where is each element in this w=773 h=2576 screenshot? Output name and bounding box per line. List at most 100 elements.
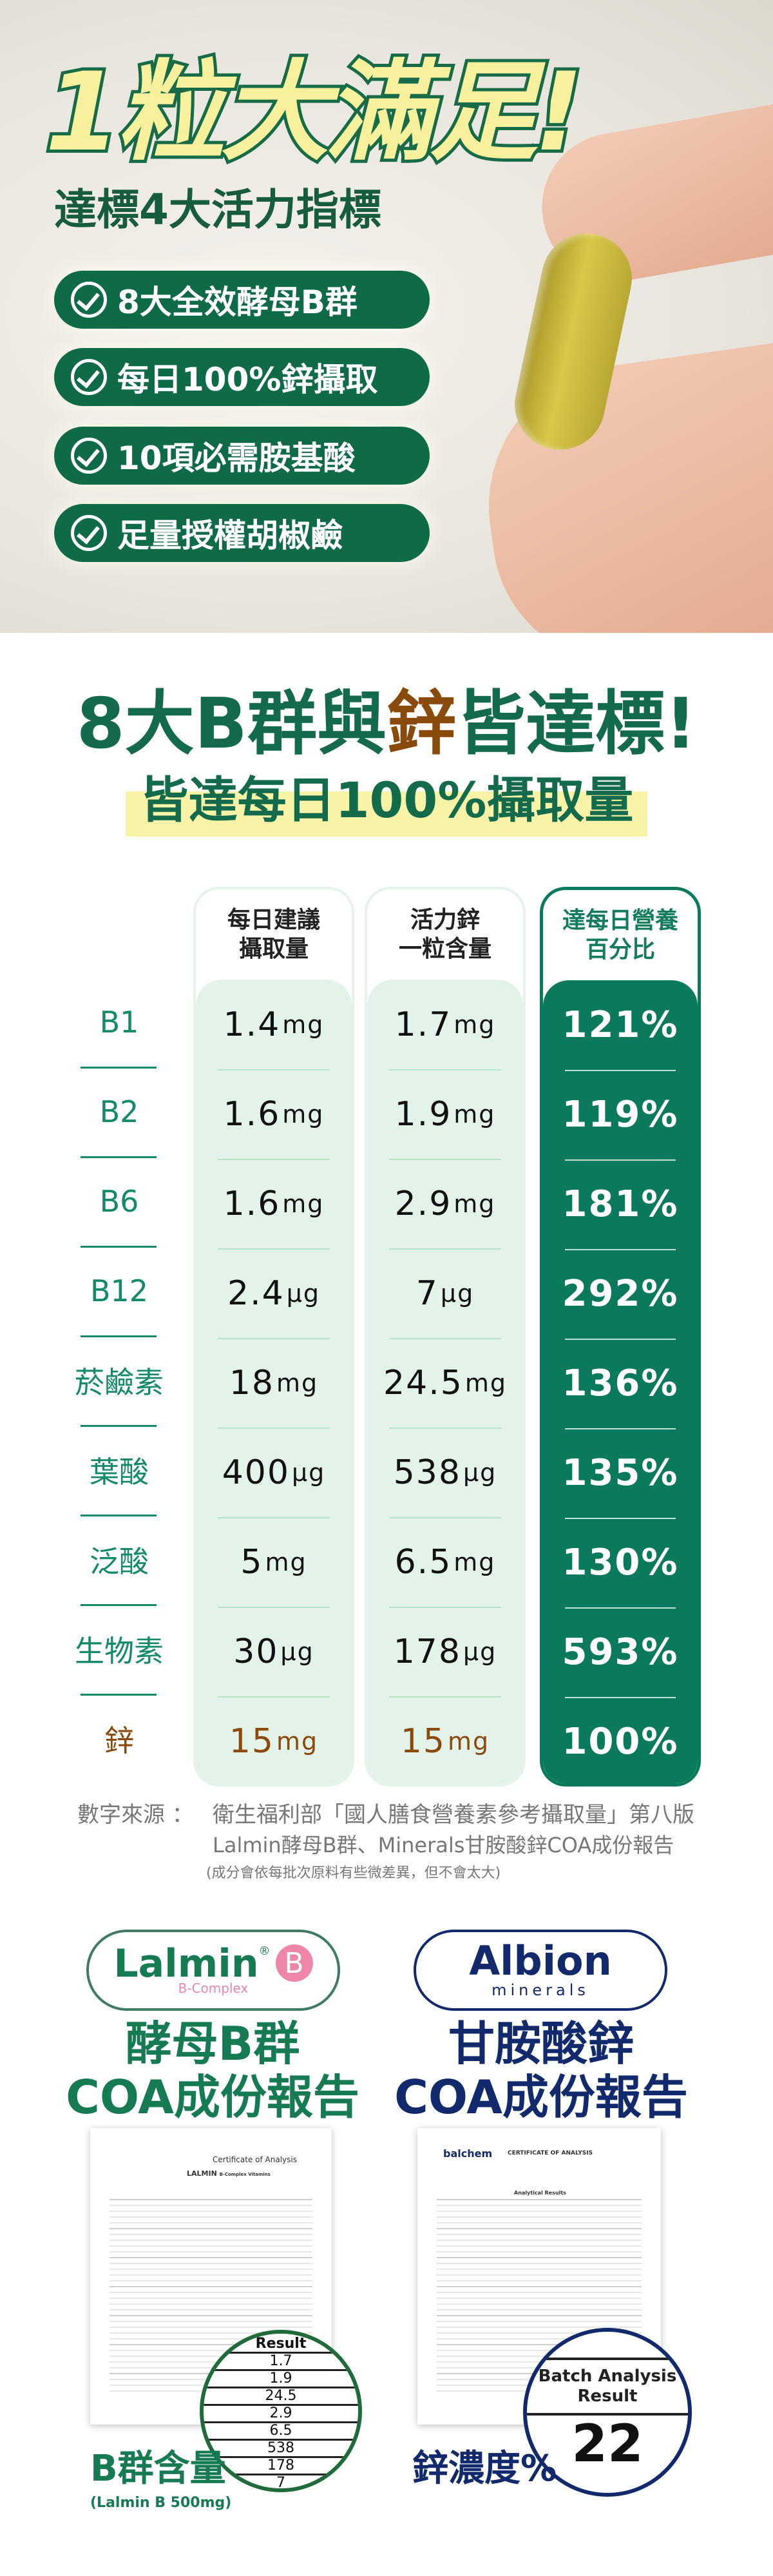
column-header: 達每日營養 百分比	[562, 907, 678, 963]
column-body: 1.4 mg 1.6 mg 1.6 mg 2.4 μg 18 mg 400 μg 5 mg 30 μg 15 mg	[196, 980, 352, 1784]
column-header: 每日建議 攝取量	[227, 907, 320, 962]
cell-unit: μg	[280, 1637, 314, 1666]
table-cell: 15 mg	[196, 1696, 352, 1784]
hero-title: 1粒大滿足!	[42, 49, 587, 175]
table-cell: 181%	[543, 1159, 698, 1249]
cell-value: 1.6	[223, 1184, 281, 1223]
row-divider	[217, 1517, 330, 1518]
lalmin-caption: B群含量	[90, 2448, 226, 2490]
cell-value: 119%	[562, 1094, 679, 1136]
table-cell: 1.7 mg	[367, 980, 523, 1069]
check-circle-icon	[71, 359, 107, 395]
row-divider	[81, 1335, 157, 1337]
check-circle-icon	[71, 515, 107, 551]
lalmin-heading: 酵母B群 COA成份報告	[58, 2017, 367, 2124]
column-body: 1.7 mg 1.9 mg 2.9 mg 7 μg 24.5 mg 538 μg 6.5 mg 178 μg 1…	[367, 980, 523, 1784]
table-cell: 119%	[543, 1070, 698, 1159]
result-value: 24.5	[265, 2388, 297, 2404]
section-title: 8大B群與鋅皆達標!	[0, 686, 773, 763]
table-cell: 136%	[543, 1339, 698, 1428]
table-cell: 2.9 mg	[367, 1159, 523, 1248]
albion-caption: 鋅濃度%	[412, 2448, 557, 2490]
row-divider	[81, 1156, 157, 1158]
row-divider	[217, 1696, 330, 1698]
row-divider	[217, 1248, 330, 1250]
table-cell: 24.5 mg	[367, 1338, 523, 1428]
title-part: 8大B群與	[76, 684, 387, 764]
cell-value: 5	[240, 1542, 263, 1582]
cell-value: 100%	[562, 1721, 679, 1763]
result-value: 178	[267, 2457, 294, 2474]
highlight-bar	[126, 791, 647, 837]
albion-logo-text: Albion	[469, 1937, 612, 1984]
table-cell: 178 μg	[367, 1607, 523, 1696]
cell-value: 130%	[562, 1542, 679, 1583]
doc-section: Analytical Results	[514, 2190, 566, 2196]
cell-unit: mg	[453, 1010, 496, 1039]
row-divider	[388, 1069, 502, 1070]
pill-label: 足量授權胡椒鹼	[117, 517, 343, 554]
feature-pill: 每日100%鋅攝取	[54, 348, 430, 406]
doc-brand-sub: B-Complex Vitamins	[219, 2172, 271, 2177]
cell-unit: mg	[282, 1010, 325, 1039]
table-cell: 1.9 mg	[367, 1069, 523, 1159]
row-divider	[388, 1696, 502, 1698]
result-value: 2.9	[269, 2405, 292, 2421]
result-row: 24.5	[204, 2388, 358, 2406]
table-cell: 593%	[543, 1607, 698, 1697]
result-value: 538	[267, 2440, 294, 2456]
table-cell: 292%	[543, 1249, 698, 1339]
table-cell: 1.6 mg	[196, 1159, 352, 1248]
cell-value: 593%	[562, 1631, 679, 1673]
feature-pill: 10項必需胺基酸	[54, 427, 430, 485]
cell-value: 7	[415, 1273, 439, 1313]
table-cell: 135%	[543, 1428, 698, 1518]
cell-unit: mg	[453, 1547, 496, 1576]
row-divider	[564, 1249, 676, 1250]
cell-unit: μg	[463, 1637, 497, 1666]
table-cell: 400 μg	[196, 1428, 352, 1517]
row-divider	[564, 1518, 676, 1519]
hero-subtitle: 達標4大活力指標	[54, 185, 381, 235]
check-circle-icon	[71, 438, 107, 474]
row-divider	[564, 1607, 676, 1609]
row-divider	[81, 1515, 157, 1516]
lalmin-logo-sub: B-Complex	[178, 1980, 249, 1996]
cell-value: 181%	[562, 1183, 679, 1225]
row-divider	[217, 1338, 330, 1339]
title-part: 皆達標!	[456, 684, 697, 764]
cell-unit: mg	[276, 1368, 319, 1397]
result-header: Batch Analysis Result	[538, 2367, 677, 2407]
result-row: 538	[204, 2441, 358, 2458]
cell-unit: mg	[265, 1547, 307, 1576]
pill-label: 10項必需胺基酸	[117, 440, 356, 477]
cell-value: 1.6	[223, 1094, 281, 1134]
table-cell: 30 μg	[196, 1607, 352, 1696]
row-divider	[388, 1428, 502, 1429]
pill-label: 8大全效酵母B群	[117, 284, 358, 321]
albion-logo: Albion minerals	[414, 1930, 667, 2011]
row-divider	[388, 1607, 502, 1608]
row-label: B6	[99, 1183, 139, 1219]
table-column: 每日建議 攝取量 1.4 mg 1.6 mg 1.6 mg 2.4 μg 18 mg 400 μg 5 mg…	[193, 887, 354, 1787]
result-row: 6.5	[204, 2423, 358, 2441]
table-cell: 7 μg	[367, 1248, 523, 1338]
table-cell: 2.4 μg	[196, 1248, 352, 1338]
cell-unit: μg	[286, 1279, 320, 1308]
result-row: 2.9	[204, 2406, 358, 2423]
doc-brand: LALMIN	[187, 2169, 217, 2178]
cell-value: 6.5	[394, 1542, 452, 1582]
section-subtitle: 皆達每日100%攝取量	[139, 771, 634, 829]
cell-unit: mg	[276, 1727, 319, 1756]
row-divider	[388, 1159, 502, 1160]
row-divider	[388, 1338, 502, 1339]
row-divider	[388, 1517, 502, 1518]
cell-value: 1.4	[223, 1005, 281, 1044]
row-divider	[217, 1159, 330, 1160]
heading-line: COA成份報告	[66, 2069, 359, 2124]
result-header: Result	[255, 2336, 307, 2352]
heading-line: 酵母B群	[125, 2017, 300, 2071]
cell-value: 2.9	[394, 1184, 452, 1223]
footnote-line2: Lalmin酵母B群、Minerals甘胺酸鋅COA成份報告	[213, 1833, 674, 1857]
cell-value: 136%	[562, 1362, 679, 1404]
